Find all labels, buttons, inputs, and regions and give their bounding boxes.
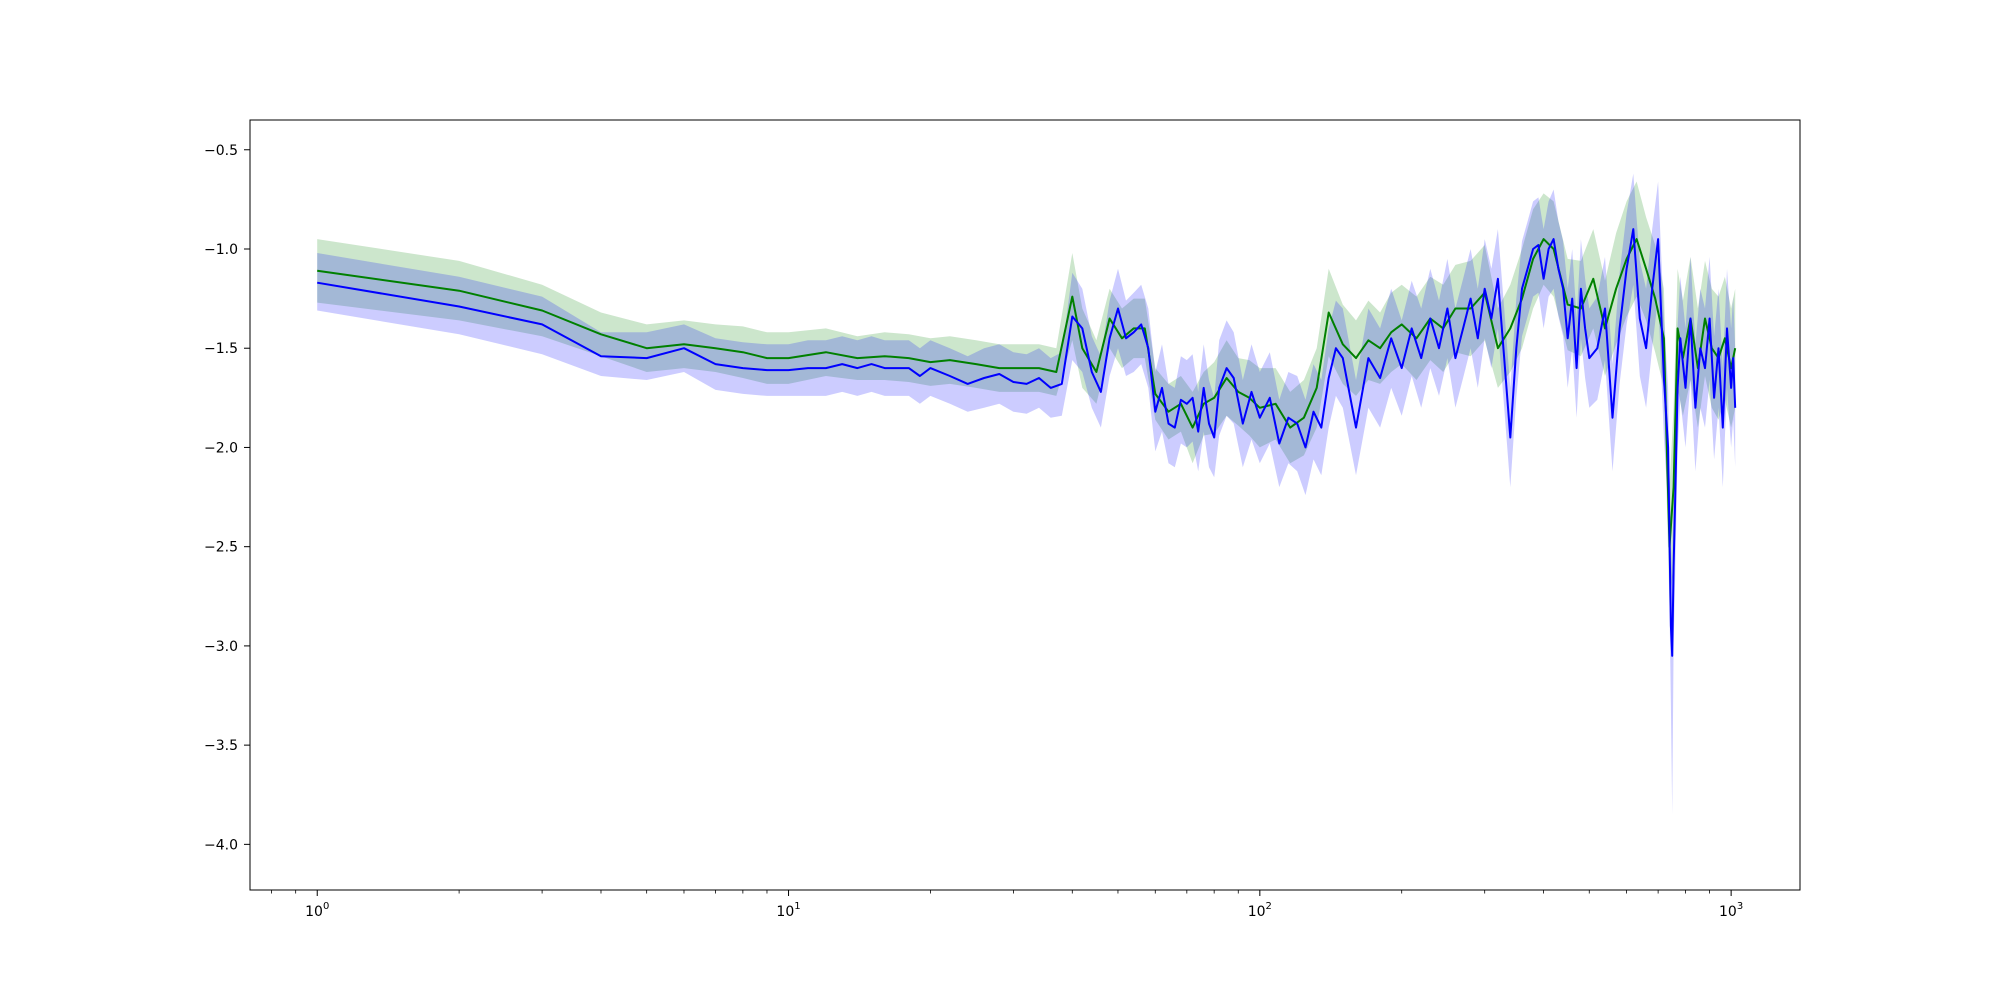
x-tick-label: 101 bbox=[776, 901, 800, 920]
plot-frame bbox=[249, 119, 1801, 891]
series-layer bbox=[317, 173, 1737, 815]
y-axis: −0.5 −1.0 −1.5 −2.0 −2.5 −3.0 −3.5 −4.0 bbox=[204, 143, 250, 853]
y-tick-label: −0.5 bbox=[204, 143, 238, 159]
y-tick-label: −2.5 bbox=[204, 540, 238, 556]
y-tick-label: −2.0 bbox=[204, 440, 238, 456]
y-tick-label: −3.5 bbox=[204, 738, 238, 754]
y-tick-label: −1.0 bbox=[204, 242, 238, 258]
series-2-line bbox=[317, 228, 1737, 657]
series-1-line bbox=[317, 238, 1737, 548]
x-axis: 100 101 102 103 bbox=[271, 890, 1743, 920]
y-tick-label: −1.5 bbox=[204, 341, 238, 357]
x-tick-label: 103 bbox=[1719, 901, 1743, 920]
y-tick-label: −4.0 bbox=[204, 837, 238, 853]
x-tick-label: 100 bbox=[305, 901, 329, 920]
y-tick-label: −3.0 bbox=[204, 639, 238, 655]
series-2-band bbox=[317, 173, 1736, 815]
x-tick-label: 102 bbox=[1248, 901, 1272, 920]
